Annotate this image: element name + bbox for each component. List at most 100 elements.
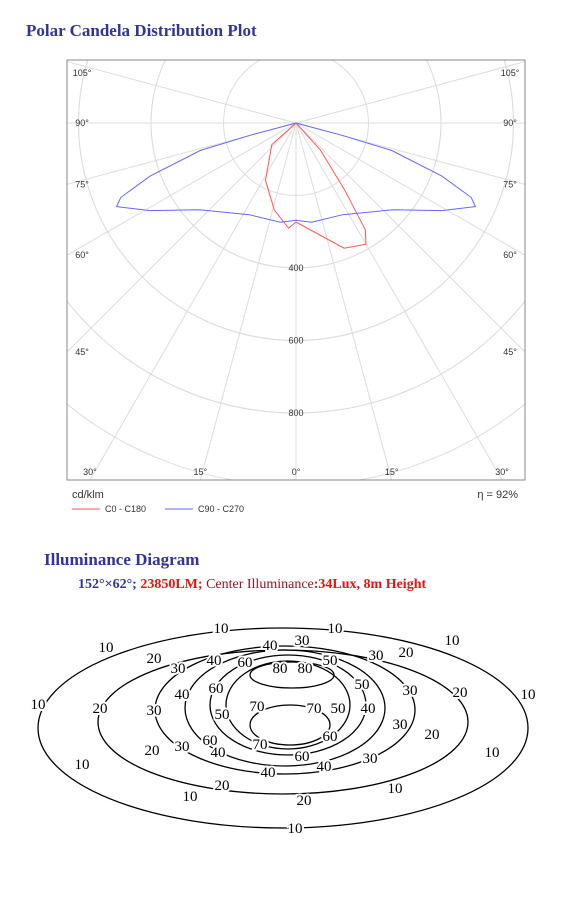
- contour-label: 60: [203, 733, 218, 749]
- angle-tick-label: 30°: [83, 467, 97, 477]
- r-tick-label: 800: [288, 408, 303, 418]
- grid-ray: [295, 122, 393, 480]
- contour-label: 10: [328, 621, 343, 637]
- contour-label: 40: [317, 759, 332, 775]
- r-tick-label: 600: [288, 336, 303, 346]
- angle-tick-label: 60°: [503, 250, 517, 260]
- angle-tick-label: 30°: [495, 467, 509, 477]
- contour-label: 60: [209, 681, 224, 697]
- contour-label: 80: [273, 661, 288, 677]
- angle-tick-label: 90°: [503, 118, 517, 128]
- candela-curve: [115, 122, 477, 223]
- contour-label: 70: [253, 737, 268, 753]
- contour-line: [249, 661, 335, 689]
- contour-label: 50: [331, 701, 346, 717]
- angle-tick-label: 60°: [75, 250, 89, 260]
- contour-label: 20: [215, 778, 230, 794]
- illuminance-subtitle: 152°×62°; 23850LM; Center Illuminance:34…: [78, 577, 426, 593]
- contour-label: 20: [453, 685, 468, 701]
- legend-label: C0 - C180: [105, 504, 146, 514]
- angle-tick-label: 15°: [385, 467, 399, 477]
- contour-line: [209, 654, 367, 756]
- contour-label: 60: [295, 749, 310, 765]
- contour-label: 10: [445, 633, 460, 649]
- grid-ray: [295, 122, 503, 480]
- angle-tick-label: 90°: [75, 118, 89, 128]
- grid-ray: [295, 61, 525, 124]
- contour-label: 70: [250, 699, 265, 715]
- grid-ray: [67, 61, 297, 124]
- subtitle-part: 23850LM;: [136, 577, 203, 592]
- r-tick-label: 400: [288, 263, 303, 273]
- angle-tick-label: 0°: [292, 467, 301, 477]
- contour-label: 10: [183, 789, 198, 805]
- grid-ray: [199, 122, 297, 480]
- plot-frame: [66, 59, 526, 481]
- subtitle-part: 152°×62°;: [78, 577, 137, 592]
- contour-label: 20: [93, 701, 108, 717]
- angle-tick-label: 75°: [75, 179, 89, 189]
- legend-label: C90 - C270: [198, 504, 244, 514]
- grid-ring: [0, 0, 567, 530]
- contour-label: 40: [211, 745, 226, 761]
- angle-tick-label: 75°: [503, 179, 517, 189]
- contour-label: 20: [147, 651, 162, 667]
- contour-line: [154, 645, 416, 775]
- contour-label: 20: [425, 727, 440, 743]
- contour-label: 30: [403, 683, 418, 699]
- contour-label: 20: [297, 793, 312, 809]
- contour-label: 60: [323, 729, 338, 745]
- contour-label: 40: [361, 701, 376, 717]
- contour-label: 10: [521, 687, 536, 703]
- subtitle-part: Center Illuminance: [202, 577, 314, 592]
- grid-ring: [0, 0, 567, 530]
- contour-label: 30: [393, 717, 408, 733]
- contour-label: 70: [307, 701, 322, 717]
- contour-label: 50: [215, 707, 230, 723]
- contour-label: 40: [263, 638, 278, 654]
- plot-area: [0, 0, 567, 530]
- contour-line: [37, 627, 529, 829]
- contour-label: 10: [31, 697, 46, 713]
- grid-ray: [295, 122, 525, 256]
- grid-ray: [295, 122, 525, 353]
- contour-label: 40: [207, 653, 222, 669]
- grid-ring: [67, 300, 525, 414]
- contour-label: 30: [369, 648, 384, 664]
- contour-label: 20: [145, 743, 160, 759]
- angle-tick-label: 15°: [194, 467, 208, 477]
- contour-label: 40: [261, 765, 276, 781]
- grid-ray: [89, 122, 297, 480]
- contour-label: 20: [399, 645, 414, 661]
- grid-ray: [67, 122, 297, 256]
- contour-label: 10: [75, 757, 90, 773]
- contour-label: 10: [388, 781, 403, 797]
- unit-label: cd/klm: [72, 489, 104, 501]
- polar-chart: 400 600 800 0° 15° 15° 30° 30° 45° 45° 60° 60° 75° 75…: [0, 0, 567, 530]
- grid-ray: [67, 122, 297, 353]
- contour-line: [184, 649, 386, 767]
- angle-tick-label: 45°: [503, 347, 517, 357]
- contour-label: 10: [485, 745, 500, 761]
- contour-label: 30: [147, 703, 162, 719]
- contour-label: 30: [171, 661, 186, 677]
- candela-curve: [264, 122, 367, 249]
- angle-tick-label: 105°: [73, 68, 92, 78]
- contour-line: [225, 660, 351, 750]
- contour-label: 10: [99, 640, 114, 656]
- illuminance-title: Illuminance Diagram: [44, 550, 200, 569]
- contour-line: [249, 704, 331, 746]
- contour-label: 80: [298, 661, 313, 677]
- contour-label: 50: [355, 677, 370, 693]
- contour-label: 30: [363, 751, 378, 767]
- contour-label: 30: [175, 739, 190, 755]
- grid-ring: [67, 300, 525, 414]
- efficiency-label: η = 92%: [477, 489, 518, 501]
- contour-label: 40: [175, 687, 190, 703]
- contour-label: 10: [288, 821, 303, 837]
- angle-tick-label: 45°: [75, 347, 89, 357]
- contour-label: 60: [238, 655, 253, 671]
- contour-label: 10: [214, 621, 229, 637]
